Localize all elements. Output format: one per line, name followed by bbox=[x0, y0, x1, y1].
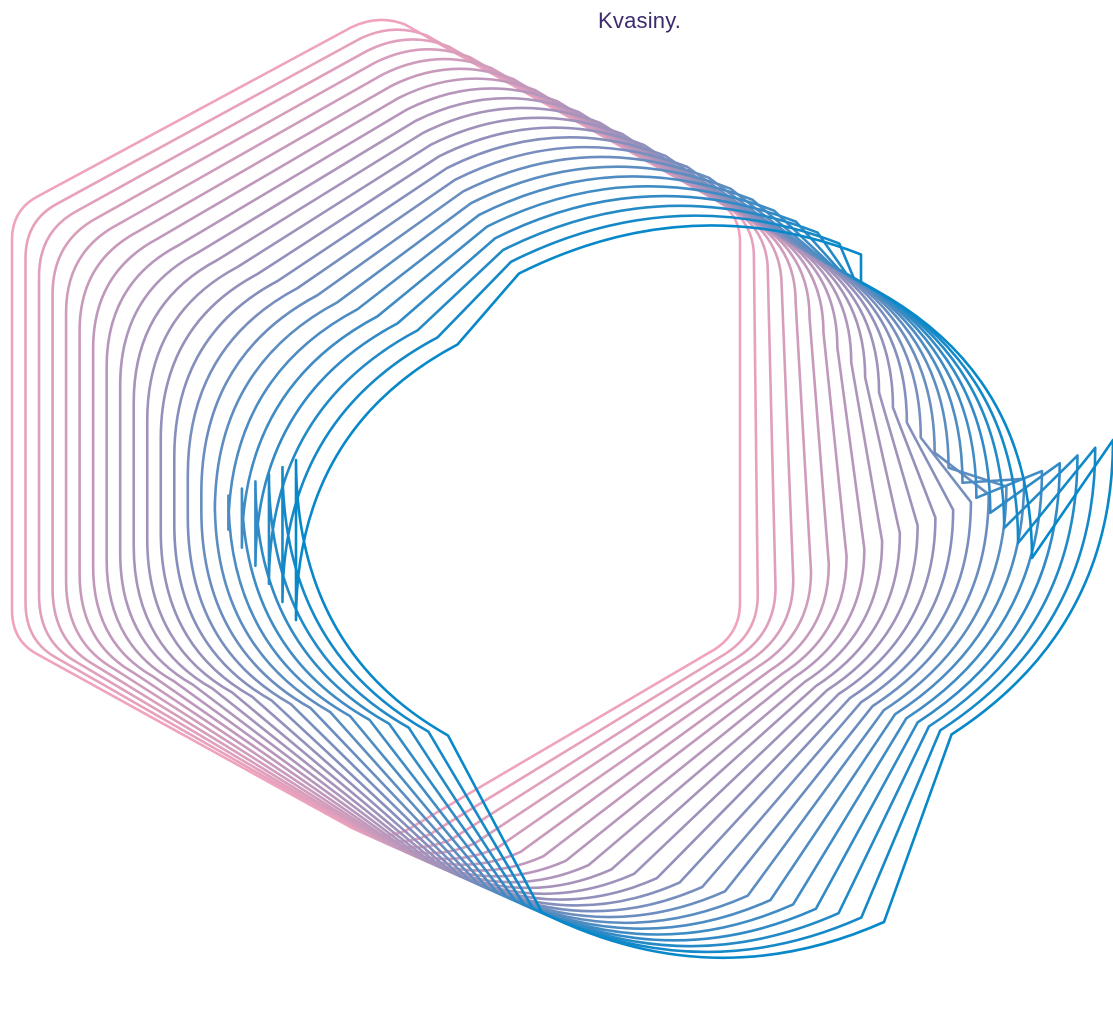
outline-20 bbox=[267, 204, 1079, 948]
outline-21 bbox=[281, 214, 1097, 954]
outline-16 bbox=[213, 165, 1008, 925]
caption-text: Kvasiny. bbox=[598, 8, 682, 33]
outline-19 bbox=[254, 194, 1062, 942]
outline-15 bbox=[200, 155, 990, 919]
outline-18 bbox=[240, 184, 1044, 936]
outline-group bbox=[10, 18, 1113, 959]
outline-17 bbox=[227, 175, 1026, 930]
outline-22 bbox=[294, 224, 1113, 959]
